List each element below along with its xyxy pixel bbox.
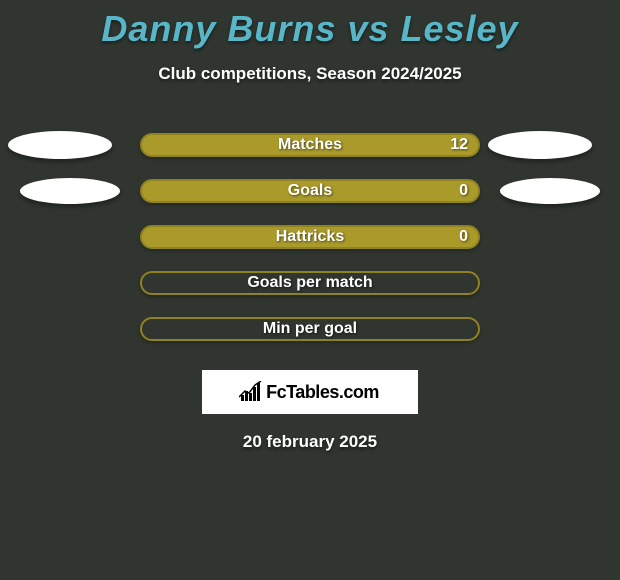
player-left-marker: [20, 178, 120, 204]
stat-label: Hattricks: [276, 228, 344, 246]
player-right-marker: [500, 178, 600, 204]
logo-box: FcTables.com: [202, 370, 418, 414]
comparison-infographic: Danny Burns vs Lesley Club competitions,…: [0, 0, 620, 580]
stat-rows: Matches 12 Goals 0 Hattricks 0 Goals per match…: [0, 122, 620, 352]
bar-chart-icon: [241, 383, 260, 401]
stat-bar: Goals 0: [140, 179, 480, 203]
stat-row: Min per goal: [0, 306, 620, 352]
stat-bar: Goals per match: [140, 271, 480, 295]
player-right-marker: [488, 131, 592, 159]
stat-value: 0: [459, 182, 468, 200]
stat-value: 12: [450, 136, 468, 154]
stat-label: Goals per match: [247, 274, 372, 292]
stat-bar: Min per goal: [140, 317, 480, 341]
subtitle: Club competitions, Season 2024/2025: [0, 64, 620, 84]
stat-label: Matches: [278, 136, 342, 154]
footer-date: 20 february 2025: [0, 432, 620, 452]
logo-text: FcTables.com: [266, 382, 379, 403]
player-left-marker: [8, 131, 112, 159]
stat-value: 0: [459, 228, 468, 246]
stat-bar: Hattricks 0: [140, 225, 480, 249]
stat-label: Goals: [288, 182, 332, 200]
page-title: Danny Burns vs Lesley: [0, 0, 620, 50]
stat-row: Hattricks 0: [0, 214, 620, 260]
stat-row: Matches 12: [0, 122, 620, 168]
stat-row: Goals per match: [0, 260, 620, 306]
stat-label: Min per goal: [263, 320, 357, 338]
stat-row: Goals 0: [0, 168, 620, 214]
stat-bar: Matches 12: [140, 133, 480, 157]
